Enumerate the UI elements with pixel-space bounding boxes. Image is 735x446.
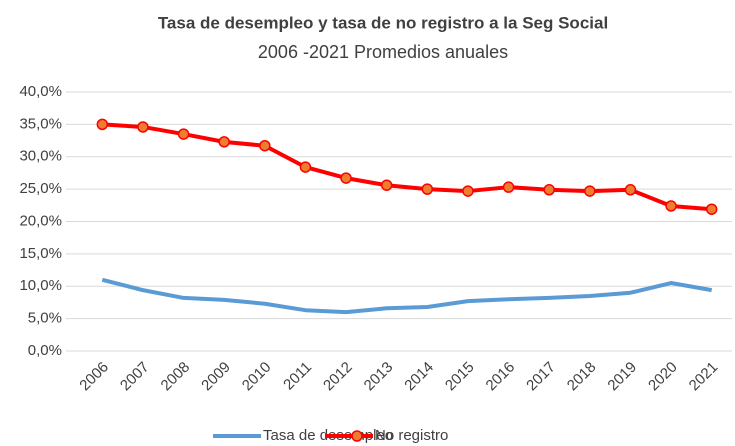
x-tick-label: 2011 — [280, 359, 315, 394]
legend-marker — [351, 430, 363, 442]
y-tick-label: 15,0% — [19, 245, 62, 262]
y-tick-label: 30,0% — [19, 148, 62, 165]
x-tick-label: 2008 — [158, 359, 194, 395]
point — [137, 121, 149, 133]
legend-label: No registro — [375, 427, 448, 444]
chart-subtitle: 2006 -2021 Promedios anuales — [258, 42, 508, 62]
point — [624, 184, 637, 196]
y-tick-label: 35,0% — [19, 115, 62, 132]
point — [502, 181, 515, 193]
y-tick-label: 20,0% — [19, 212, 62, 229]
x-tick-label: 2007 — [117, 359, 153, 395]
y-tick-label: 40,0% — [19, 83, 62, 100]
x-tick-label: 2013 — [361, 359, 397, 395]
y-tick-label: 0,0% — [28, 342, 62, 359]
series-line — [102, 122, 712, 212]
x-tick-label: 2010 — [239, 359, 275, 395]
x-tick-label: 2021 — [686, 359, 722, 395]
point — [543, 184, 555, 196]
y-tick-label: 25,0% — [19, 180, 62, 197]
point — [177, 128, 190, 140]
x-tick-label: 2018 — [564, 359, 600, 395]
point — [218, 136, 230, 148]
point — [665, 200, 677, 212]
point — [380, 179, 393, 191]
x-tick-label: 2019 — [604, 359, 640, 395]
point — [584, 185, 596, 197]
x-tick-label: 2020 — [645, 359, 681, 395]
x-tick-label: 2009 — [198, 359, 234, 395]
series-line — [101, 277, 713, 315]
point — [462, 185, 474, 197]
x-tick-label: 2016 — [483, 359, 519, 395]
y-tick-label: 10,0% — [19, 277, 62, 294]
x-tick-label: 2014 — [401, 359, 437, 395]
point — [96, 118, 109, 131]
x-tick-label: 2006 — [76, 359, 112, 395]
point — [421, 183, 434, 195]
x-tick-label: 2015 — [442, 359, 478, 395]
x-tick-label: 2012 — [320, 359, 356, 395]
x-tick-label: 2017 — [523, 359, 559, 395]
y-tick-label: 5,0% — [28, 310, 62, 327]
point — [299, 161, 312, 173]
point — [340, 172, 352, 184]
point — [705, 203, 718, 215]
chart-title: Tasa de desempleo y tasa de no registro … — [158, 13, 608, 32]
point — [259, 139, 271, 152]
